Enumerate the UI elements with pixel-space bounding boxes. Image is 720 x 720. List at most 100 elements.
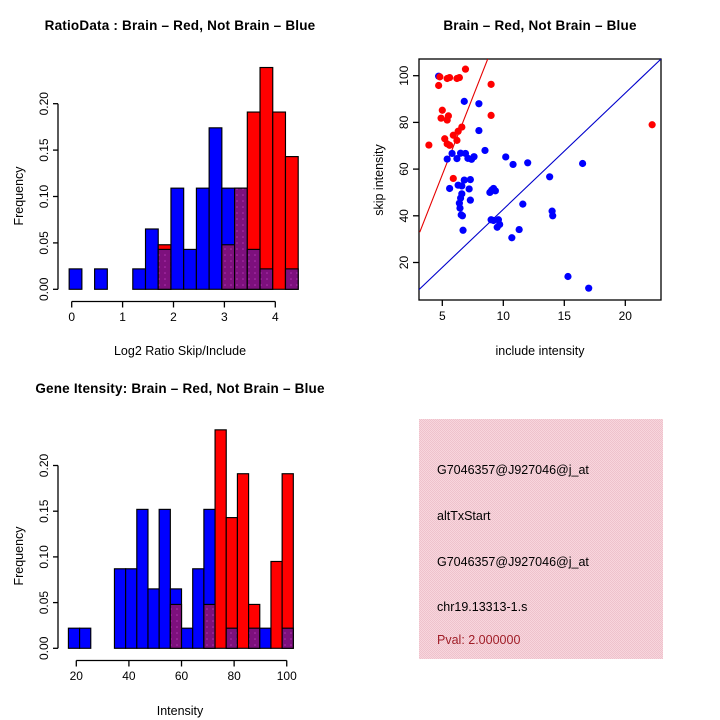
x-tick-label: 80 (227, 669, 241, 683)
red-threshold-line (419, 59, 489, 233)
blue-bar (113, 568, 127, 649)
red-point (487, 111, 495, 119)
scatter-xlabel: include intensity (495, 344, 585, 358)
blue-bar (195, 187, 210, 290)
red-point (453, 136, 461, 144)
probe-id-line: G7046357@J927046@j_at (437, 463, 589, 477)
blue-point (470, 153, 478, 161)
red-point (648, 121, 656, 129)
gene-intensity-histogram-plot: 0.00 0.05 0.10 0.15 0.20 20 40 60 80 100 (37, 429, 297, 683)
y-tick-label: 40 (397, 209, 411, 223)
y-tick-label: 60 (397, 162, 411, 176)
blue-bar (68, 268, 83, 290)
red-bar (214, 429, 227, 649)
blue-point (446, 184, 454, 193)
scatter-title: Brain – Red, Not Brain – Blue (443, 18, 637, 33)
blue-point (546, 173, 554, 181)
blue-point (458, 190, 466, 198)
overlap-bar (246, 248, 261, 290)
red-point (443, 116, 451, 124)
red-point (449, 131, 457, 139)
x-tick-label: 4 (272, 310, 279, 324)
info-panel: G7046357@J927046@j_at altTxStart G704635… (419, 419, 663, 659)
blue-point (524, 159, 532, 167)
blue-point (460, 176, 468, 184)
blue-point (460, 97, 468, 105)
blue-point (459, 226, 467, 234)
blue-bar (158, 508, 171, 649)
blue-point (458, 182, 466, 190)
y-tick-label: 0.00 (37, 636, 51, 660)
blue-point (475, 126, 483, 135)
x-tick-label: 20 (619, 309, 633, 323)
ratio-histogram-title: RatioData : Brain – Red, Not Brain – Blu… (44, 18, 316, 33)
y-tick-label: 0.05 (37, 231, 51, 255)
blue-point (443, 155, 451, 163)
red-point (487, 80, 495, 88)
blue-bar (79, 627, 92, 649)
blue-point (491, 187, 499, 195)
y-tick-label: 0.20 (37, 92, 51, 116)
blue-bar (208, 127, 223, 290)
x-tick-label: 5 (439, 309, 446, 323)
red-point (425, 141, 433, 149)
y-tick-label: 0.05 (37, 591, 51, 615)
probe-id-line-2: G7046357@J927046@j_at (437, 555, 589, 569)
y-tick-label: 0.10 (37, 184, 51, 208)
intensity-scatter-plot: 5 10 15 20 20 40 60 80 100 (397, 58, 662, 323)
overlap-bar (157, 248, 172, 290)
pval-line: Pval: 2.000000 (437, 633, 521, 647)
blue-bar (125, 568, 138, 649)
x-tick-label: 60 (175, 669, 189, 683)
y-tick-label: 80 (397, 115, 411, 129)
blue-threshold-line (419, 59, 661, 291)
blue-bar (192, 568, 205, 649)
red-point (446, 73, 454, 82)
blue-point (585, 284, 593, 292)
blue-bar (94, 268, 108, 290)
y-tick-label: 0.15 (37, 499, 51, 523)
ratio-histogram-plot: 0.00 0.05 0.10 0.15 0.20 0 1 2 3 4 (37, 66, 299, 324)
blue-bar (170, 187, 185, 290)
y-tick-label: 0.15 (37, 138, 51, 162)
red-point (449, 174, 457, 183)
overlap-bar (221, 244, 236, 290)
blue-point (508, 234, 516, 242)
blue-point (564, 272, 572, 281)
x-tick-label: 1 (119, 310, 126, 324)
blue-point (519, 200, 527, 208)
red-bar (272, 111, 287, 290)
blue-point (465, 185, 473, 193)
plot-box (418, 58, 662, 301)
blue-bar (259, 627, 272, 649)
x-tick-label: 20 (70, 669, 84, 683)
x-tick-label: 3 (221, 310, 228, 324)
blue-point (466, 196, 474, 204)
x-tick-label: 100 (277, 669, 297, 683)
blue-point (493, 223, 501, 231)
blue-point (448, 149, 456, 158)
red-point (461, 65, 470, 73)
x-tick-label: 2 (170, 310, 177, 324)
y-tick-label: 100 (397, 65, 411, 85)
red-point (436, 73, 444, 81)
y-tick-label: 0.10 (37, 545, 51, 569)
blue-bar (144, 228, 159, 290)
overlap-bar (284, 268, 299, 290)
red-point (438, 106, 446, 114)
overlap-bar (281, 627, 294, 649)
overlap-bar (169, 603, 183, 649)
red-point (455, 73, 463, 82)
gene-histogram-xlabel: Intensity (156, 704, 204, 718)
chromosome-id-line: chr19.13313-1.s (437, 600, 528, 614)
blue-point (453, 154, 461, 163)
blue-point (579, 159, 587, 168)
overlap-bar (225, 627, 238, 649)
overlap-bar (203, 603, 216, 649)
x-tick-label: 10 (497, 309, 511, 323)
x-tick-label: 40 (122, 669, 136, 683)
overlap-bar (248, 627, 261, 649)
blue-point (481, 146, 489, 155)
red-point (437, 114, 445, 122)
